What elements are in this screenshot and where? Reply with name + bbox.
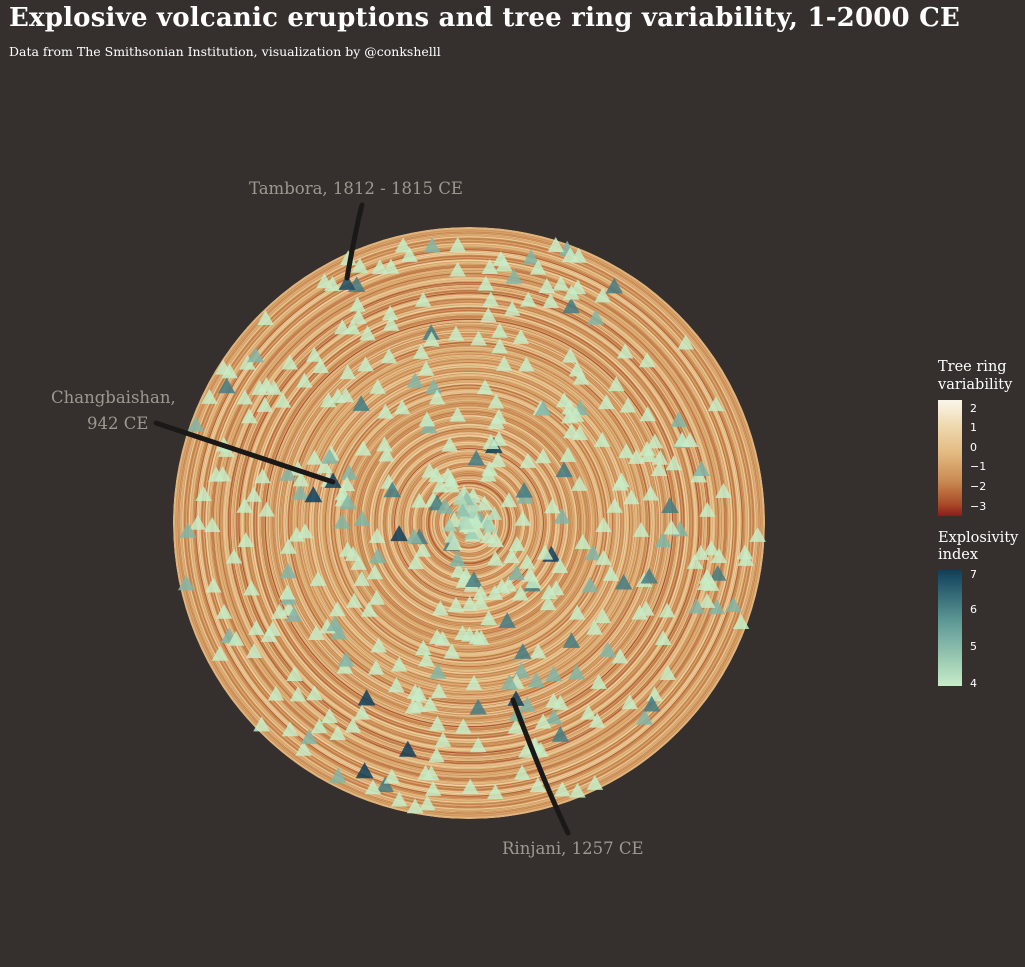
tree-legend-title-line1: Tree ring — [938, 359, 1007, 375]
vei-legend-bar — [938, 570, 962, 686]
tree-legend-title-line2: variability — [938, 377, 1013, 393]
annotation-changbaishan-line1: Changbaishan, — [51, 388, 176, 407]
tree-legend-bar — [938, 400, 962, 516]
tree-legend-tick: 0 — [970, 441, 977, 454]
vei-legend-title-line2: index — [938, 547, 979, 563]
chart-title: Explosive volcanic eruptions and tree ri… — [9, 3, 961, 33]
annotation-tambora: Tambora, 1812 - 1815 CE — [249, 179, 463, 198]
vei-legend-tick: 7 — [970, 568, 977, 581]
chart-subtitle: Data from The Smithsonian Institution, v… — [9, 44, 441, 59]
annotation-rinjani: Rinjani, 1257 CE — [502, 839, 644, 858]
vei-legend-tick: 4 — [970, 677, 977, 690]
vei-legend-tick: 5 — [970, 640, 977, 653]
vei-legend-title-line1: Explosivity — [938, 530, 1019, 546]
vei-legend-tick: 6 — [970, 603, 977, 616]
tree-legend-tick: −2 — [970, 480, 987, 493]
tree-legend-tick: −3 — [970, 500, 987, 513]
tree-legend-tick: 2 — [970, 402, 977, 415]
tree-legend-tick: 1 — [970, 421, 977, 434]
annotation-changbaishan-line2: 942 CE — [87, 414, 149, 433]
tree-legend-tick: −1 — [970, 460, 987, 473]
